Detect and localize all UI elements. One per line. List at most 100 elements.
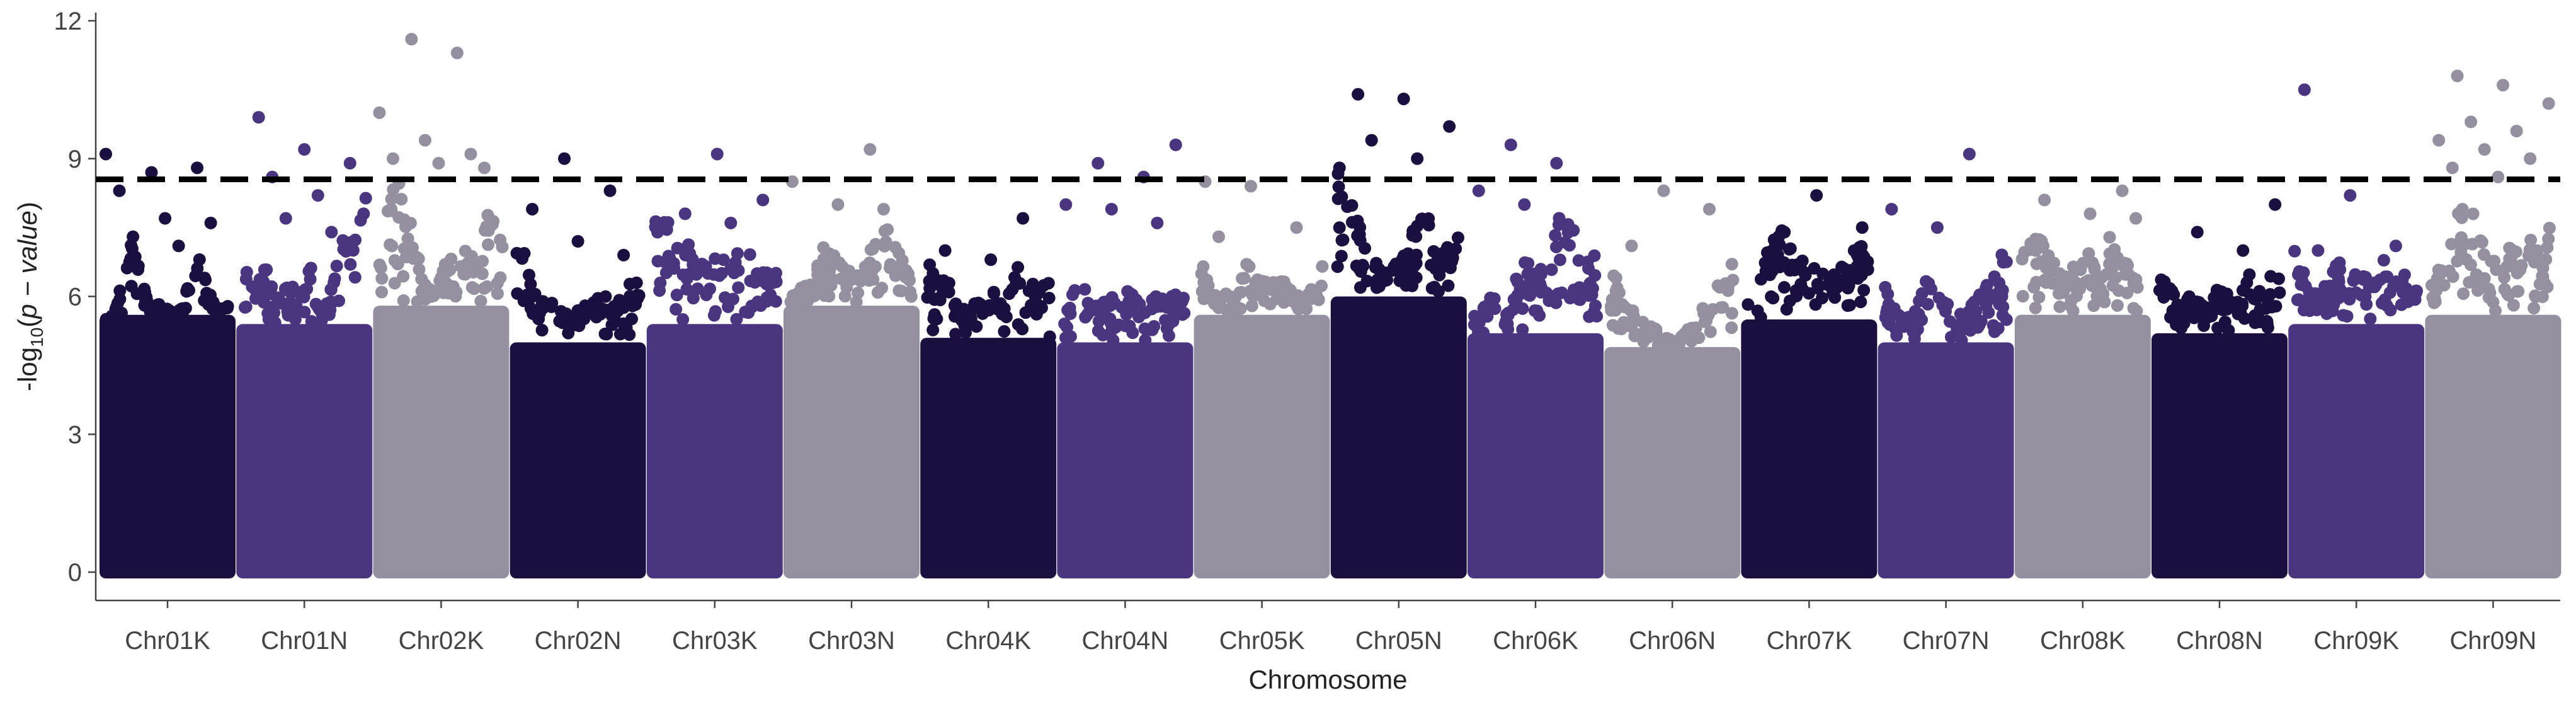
snp-point bbox=[998, 325, 1011, 338]
snp-point bbox=[1332, 180, 1345, 193]
snp-point bbox=[1256, 275, 1269, 288]
snp-point bbox=[871, 286, 884, 299]
snp-point bbox=[1879, 280, 1892, 294]
x-tick-label: Chr02K bbox=[399, 627, 484, 655]
snp-point bbox=[1042, 277, 1055, 290]
snp-point bbox=[2052, 287, 2065, 300]
x-tick-label: Chr02N bbox=[535, 627, 622, 655]
snp-point bbox=[896, 261, 909, 275]
snp-point bbox=[494, 233, 507, 246]
snp-point bbox=[1567, 224, 1580, 237]
snp-point bbox=[305, 314, 318, 328]
snp-point bbox=[385, 192, 398, 205]
snp-point bbox=[1617, 316, 1631, 329]
snp-point-high bbox=[617, 248, 630, 261]
snp-point bbox=[623, 277, 636, 290]
snp-point bbox=[1957, 323, 1970, 336]
snp-point bbox=[1151, 300, 1164, 313]
snp-point bbox=[2434, 268, 2447, 281]
snp-point bbox=[140, 290, 153, 304]
snp-point bbox=[2510, 267, 2524, 280]
snp-point-high bbox=[1504, 138, 1517, 151]
snp-point bbox=[524, 278, 537, 291]
snp-point bbox=[1524, 289, 1537, 302]
snp-point bbox=[1341, 200, 1354, 214]
snp-point bbox=[2153, 284, 2166, 297]
snp-point-high bbox=[1244, 180, 1257, 193]
snp-point-high bbox=[984, 253, 998, 267]
snp-point bbox=[676, 313, 690, 326]
snp-point bbox=[2313, 294, 2326, 307]
snp-point bbox=[959, 326, 972, 340]
snp-point bbox=[2331, 280, 2344, 293]
snp-point bbox=[1992, 322, 2005, 335]
snp-point bbox=[1335, 250, 1348, 263]
snp-point bbox=[869, 238, 882, 251]
snp-point bbox=[1397, 249, 1410, 262]
snp-point bbox=[1354, 221, 1367, 234]
snp-point bbox=[2488, 255, 2501, 268]
snp-point-high bbox=[464, 147, 477, 161]
snp-point bbox=[1995, 290, 2009, 303]
snp-point bbox=[1078, 283, 1091, 296]
snp-point bbox=[760, 277, 773, 290]
snp-point bbox=[2163, 282, 2177, 295]
snp-point-high bbox=[2237, 244, 2250, 257]
snp-point-high bbox=[1855, 221, 1869, 234]
snp-point bbox=[2429, 281, 2442, 294]
snp-point-high bbox=[386, 152, 399, 165]
x-tick-label: Chr07K bbox=[1767, 627, 1852, 655]
snp-point bbox=[1767, 292, 1780, 305]
snp-point bbox=[304, 261, 317, 275]
snp-point bbox=[1012, 261, 1025, 274]
snp-point bbox=[879, 235, 892, 248]
snp-point-high bbox=[1885, 202, 1898, 215]
snp-point bbox=[1107, 334, 1120, 347]
snp-point bbox=[1064, 307, 1077, 320]
x-tick-label: Chr01N bbox=[261, 627, 348, 655]
snp-point bbox=[1246, 289, 1259, 302]
snp-point bbox=[309, 297, 322, 311]
snp-point bbox=[385, 239, 399, 253]
snp-point bbox=[276, 297, 290, 310]
snp-point bbox=[397, 294, 410, 307]
x-axis-ticks: Chr01K Chr01N Chr02K Chr02N Chr03K Chr03N Chr0… bbox=[125, 600, 2536, 655]
snp-point bbox=[2046, 277, 2059, 290]
snp-point-high bbox=[1810, 189, 1823, 202]
snp-point bbox=[1549, 229, 1562, 242]
chromosome-bands bbox=[100, 296, 2562, 578]
snp-point bbox=[1336, 233, 1350, 246]
snp-point bbox=[676, 268, 690, 282]
snp-point bbox=[1130, 293, 1143, 306]
snp-point bbox=[895, 284, 908, 297]
snp-point bbox=[818, 289, 831, 302]
snp-point bbox=[796, 288, 809, 301]
snp-point bbox=[482, 238, 495, 251]
snp-point bbox=[1429, 262, 1442, 275]
snp-point-high bbox=[1518, 198, 1531, 211]
snp-point bbox=[970, 320, 983, 333]
snp-point bbox=[764, 288, 777, 301]
snp-point bbox=[1955, 334, 1968, 347]
snp-point bbox=[892, 246, 906, 260]
snp-point-high bbox=[756, 193, 770, 207]
snp-point bbox=[1359, 242, 1372, 255]
chromosome-band-Chr05N bbox=[1330, 296, 1467, 578]
snp-point bbox=[722, 300, 735, 313]
snp-point-high bbox=[2389, 239, 2402, 253]
snp-point bbox=[608, 315, 622, 328]
snp-point bbox=[206, 302, 219, 316]
snp-point bbox=[2053, 300, 2066, 313]
snp-point bbox=[1410, 256, 1423, 270]
y-tick-label: 6 bbox=[68, 284, 82, 311]
x-tick-label: Chr06N bbox=[1629, 627, 1716, 655]
snp-point bbox=[333, 294, 346, 307]
snp-point bbox=[1451, 231, 1464, 244]
snp-point bbox=[840, 280, 853, 294]
snp-point bbox=[120, 261, 134, 275]
snp-point bbox=[106, 310, 119, 323]
snp-point bbox=[2016, 290, 2029, 303]
snp-point bbox=[1331, 260, 1344, 273]
snp-point bbox=[1553, 253, 1566, 267]
